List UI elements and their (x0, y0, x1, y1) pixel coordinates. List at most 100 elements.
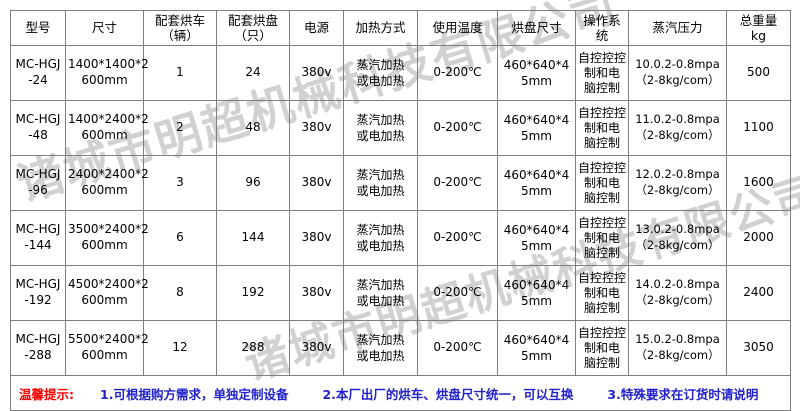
cell-line: 380v (301, 65, 332, 80)
cell-line: 制和电 (583, 175, 620, 190)
cell-line: 0-200℃ (433, 120, 482, 135)
cell-line: 2400 (743, 285, 774, 300)
cell-steam-pressure: 10.0.2-0.8mpa （2-8kg/com） (628, 45, 727, 101)
cell-line: 脑控制 (583, 135, 620, 150)
cell-line: 或电加热 (356, 74, 405, 88)
cell-line: 脑控制 (583, 190, 620, 205)
cell-size: 1400*2400*2 600mm (65, 100, 149, 156)
cell-total-weight: 1100 (726, 100, 791, 156)
column-header-tray-size: 烘盘尺寸 (497, 10, 576, 46)
cell-line: 288 (241, 340, 265, 355)
cell-line: 制和电 (583, 230, 620, 245)
column-header-total-weight: 总重量 kg (726, 10, 791, 46)
cell-line: -48 (28, 128, 48, 142)
cell-line: 3050 (743, 340, 774, 355)
column-header-carts: 配套烘车 （辆） (143, 10, 217, 46)
cell-total-weight: 500 (726, 45, 791, 101)
cell-operating-system: 自控控控 制和电 脑控制 (575, 45, 629, 101)
cell-operating-system: 自控控控 制和电 脑控制 (575, 155, 629, 211)
cell-heating-method: 蒸汽加热 或电加热 (343, 210, 418, 266)
cell-line: 脑控制 (583, 300, 620, 315)
column-header-power: 电源 (289, 10, 344, 46)
cell-operating-system: 自控控控 制和电 脑控制 (575, 210, 629, 266)
cell-line: 500 (747, 65, 770, 80)
cell-power: 380v (289, 265, 344, 321)
cell-line: 6 (176, 230, 184, 245)
note-item-3: 3.特殊要求在订货时请说明 (607, 386, 759, 402)
table-row: MC-HGJ -48 1400*2400*2 600mm 2 48 380v 蒸汽加热 或电加热… (10, 100, 791, 156)
column-header-size: 尺寸 (65, 10, 144, 46)
cell-operating-system: 自控控控 制和电 脑控制 (575, 320, 629, 376)
cell-line: 0-200℃ (433, 340, 482, 355)
cell-line: MC-HGJ (15, 277, 61, 292)
cell-power: 380v (289, 100, 344, 156)
cell-trays: 96 (216, 155, 290, 211)
cell-line: 460*640*4 (503, 222, 570, 237)
table-footer: 温馨提示: 1.可根据购方需求，单独定制设备 2.本厂出厂的烘车、烘盘尺寸统一，… (10, 375, 791, 411)
column-header-temperature: 使用温度 (417, 10, 498, 46)
cell-line: 3 (176, 175, 184, 190)
cell-total-weight: 1600 (726, 155, 791, 211)
cell-line: 460*640*4 (503, 57, 570, 72)
cell-line: 600mm (81, 293, 128, 307)
cell-line: MC-HGJ (15, 332, 61, 347)
cell-model: MC-HGJ -48 (10, 100, 66, 156)
cell-line: 或电加热 (356, 184, 405, 198)
cell-line: 制和电 (583, 340, 620, 355)
cell-line: 自控控控 (578, 160, 627, 175)
table-body: MC-HGJ -24 1400*1400*2 600mm 1 24 380v 蒸汽加热 或电加热… (10, 45, 791, 376)
cell-carts: 2 (143, 100, 217, 156)
specification-table: 型号 尺寸 配套烘车 （辆） 配套烘盘 （只） 电源 加热方式 使用温度 烘盘尺… (10, 10, 791, 411)
table-header: 型号 尺寸 配套烘车 （辆） 配套烘盘 （只） 电源 加热方式 使用温度 烘盘尺… (10, 10, 791, 46)
cell-temperature: 0-200℃ (417, 100, 498, 156)
cell-line: 14.0.2-0.8mpa (635, 277, 720, 292)
cell-line: 2000 (743, 230, 774, 245)
cell-line: MC-HGJ (15, 112, 61, 127)
table-row: MC-HGJ -144 3500*2400*2 600mm 6 144 380v 蒸汽加热 或电… (10, 210, 791, 266)
cell-operating-system: 自控控控 制和电 脑控制 (575, 265, 629, 321)
cell-line: 5mm (520, 239, 552, 253)
cell-steam-pressure: 12.0.2-0.8mpa （2-8kg/com） (628, 155, 727, 211)
cell-line: 2400*2400*2 (68, 167, 149, 182)
cell-line: （2-8kg/com） (635, 183, 720, 197)
cell-tray-size: 460*640*4 5mm (497, 155, 576, 211)
cell-temperature: 0-200℃ (417, 320, 498, 376)
cell-line: 自控控控 (578, 270, 627, 285)
column-header-operating-system: 操作系统 (575, 10, 629, 46)
cell-line: 8 (176, 285, 184, 300)
table-row: MC-HGJ -192 4500*2400*2 600mm 8 192 380v 蒸汽加热 或电… (10, 265, 791, 321)
cell-carts: 8 (143, 265, 217, 321)
cell-steam-pressure: 14.0.2-0.8mpa （2-8kg/com） (628, 265, 727, 321)
cell-model: MC-HGJ -288 (10, 320, 66, 376)
cell-line: 460*640*4 (503, 332, 570, 347)
cell-line: 5500*2400*2 (68, 332, 149, 347)
cell-carts: 1 (143, 45, 217, 101)
cell-line: 4500*2400*2 (68, 277, 149, 292)
cell-line: 脑控制 (583, 355, 620, 370)
cell-line: （2-8kg/com） (635, 238, 720, 252)
cell-heating-method: 蒸汽加热 或电加热 (343, 155, 418, 211)
cell-line: 脑控制 (583, 80, 620, 95)
cell-line: 蒸汽加热 (356, 332, 405, 347)
cell-line: 制和电 (583, 65, 620, 80)
cell-line: 5mm (520, 349, 552, 363)
cell-power: 380v (289, 155, 344, 211)
cell-line: 10.0.2-0.8mpa (635, 57, 720, 72)
cell-heating-method: 蒸汽加热 或电加热 (343, 100, 418, 156)
cell-line: 13.0.2-0.8mpa (635, 222, 720, 237)
cell-total-weight: 3050 (726, 320, 791, 376)
cell-line: 5mm (520, 294, 552, 308)
cell-line: 自控控控 (578, 105, 627, 120)
cell-line: -288 (24, 348, 52, 362)
cell-line: -192 (24, 293, 52, 307)
cell-trays: 144 (216, 210, 290, 266)
table-row: MC-HGJ -24 1400*1400*2 600mm 1 24 380v 蒸汽加热 或电加热… (10, 45, 791, 101)
note-content: 温馨提示: 1.可根据购方需求，单独定制设备 2.本厂出厂的烘车、烘盘尺寸统一，… (13, 384, 788, 403)
cell-size: 3500*2400*2 600mm (65, 210, 149, 266)
cell-power: 380v (289, 320, 344, 376)
cell-operating-system: 自控控控 制和电 脑控制 (575, 100, 629, 156)
cell-model: MC-HGJ -144 (10, 210, 66, 266)
cell-line: 自控控控 (578, 325, 627, 340)
cell-line: 460*640*4 (503, 112, 570, 127)
cell-line: 11.0.2-0.8mpa (635, 112, 720, 127)
